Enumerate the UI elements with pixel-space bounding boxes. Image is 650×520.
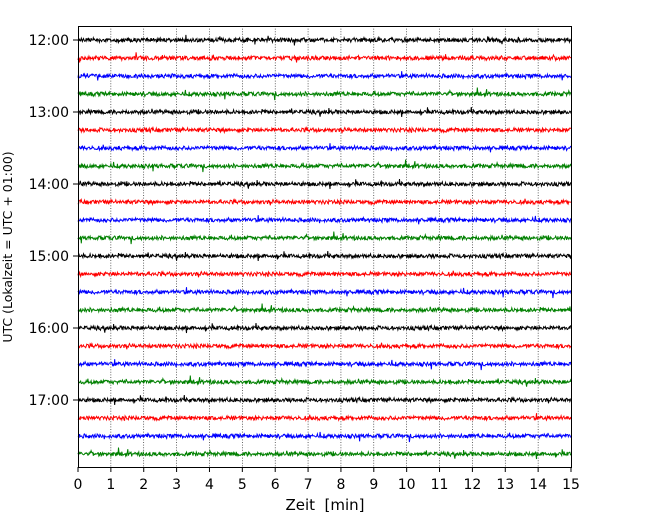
y-tick-label-12:00: 12:00 (29, 33, 69, 49)
trace-16:45 (77, 375, 572, 387)
trace-12:15 (77, 52, 572, 63)
trace-16:00 (77, 323, 571, 334)
x-tick-label-15: 15 (562, 477, 580, 493)
x-tick-label-14: 14 (529, 477, 547, 493)
trace-17:15 (77, 413, 572, 422)
y-axis-label: UTC (Lokalzeit = UTC + 01:00) (0, 151, 15, 342)
x-axis-label: Zeit [min] (285, 496, 364, 514)
trace-17:00 (78, 395, 572, 406)
trace-15:00 (77, 251, 572, 262)
y-tick-label-17:00: 17:00 (29, 393, 69, 409)
x-tick-label-10: 10 (398, 477, 416, 493)
x-tick-label-13: 13 (496, 477, 514, 493)
trace-16:15 (77, 341, 572, 351)
vertical-gridlines (110, 26, 539, 467)
trace-17:45 (77, 447, 572, 460)
x-tick-label-1: 1 (106, 477, 115, 493)
x-tick-label-8: 8 (336, 477, 345, 493)
trace-13:00 (77, 107, 572, 118)
trace-12:45 (77, 87, 572, 101)
trace-12:30 (77, 71, 571, 81)
y-tick-label-15:00: 15:00 (29, 249, 69, 265)
x-tick-label-4: 4 (205, 477, 214, 493)
x-tick-label-5: 5 (238, 477, 247, 493)
trace-15:15 (77, 269, 572, 279)
trace-17:30 (77, 431, 572, 443)
trace-14:15 (77, 197, 572, 207)
y-tick-label-14:00: 14:00 (29, 177, 69, 193)
trace-13:15 (77, 125, 572, 135)
trace-14:00 (78, 179, 572, 190)
trace-16:30 (77, 359, 572, 371)
plot-frame (78, 26, 572, 468)
trace-15:45 (77, 303, 572, 314)
x-tick-label-11: 11 (431, 477, 449, 493)
trace-13:30 (77, 143, 572, 153)
trace-lines (77, 34, 572, 460)
x-tick-label-3: 3 (172, 477, 181, 493)
x-tick-label-6: 6 (271, 477, 280, 493)
y-tick-label-13:00: 13:00 (29, 105, 69, 121)
y-axis-ticks: 12:00 13:00 14:00 15:00 16:00 17:00 (29, 33, 78, 409)
x-tick-label-0: 0 (74, 477, 83, 493)
x-tick-label-9: 9 (369, 477, 378, 493)
x-axis-ticks: 0 1 2 3 4 5 6 7 8 9 10 11 12 13 14 15 (74, 467, 580, 493)
trace-14:45 (77, 231, 572, 245)
x-tick-label-7: 7 (304, 477, 313, 493)
trace-15:30 (77, 287, 572, 299)
trace-12:00 (77, 34, 572, 46)
x-tick-label-12: 12 (463, 477, 481, 493)
y-tick-label-16:00: 16:00 (29, 321, 69, 337)
trace-13:45 (77, 159, 572, 173)
trace-14:30 (77, 215, 572, 225)
x-tick-label-2: 2 (139, 477, 148, 493)
